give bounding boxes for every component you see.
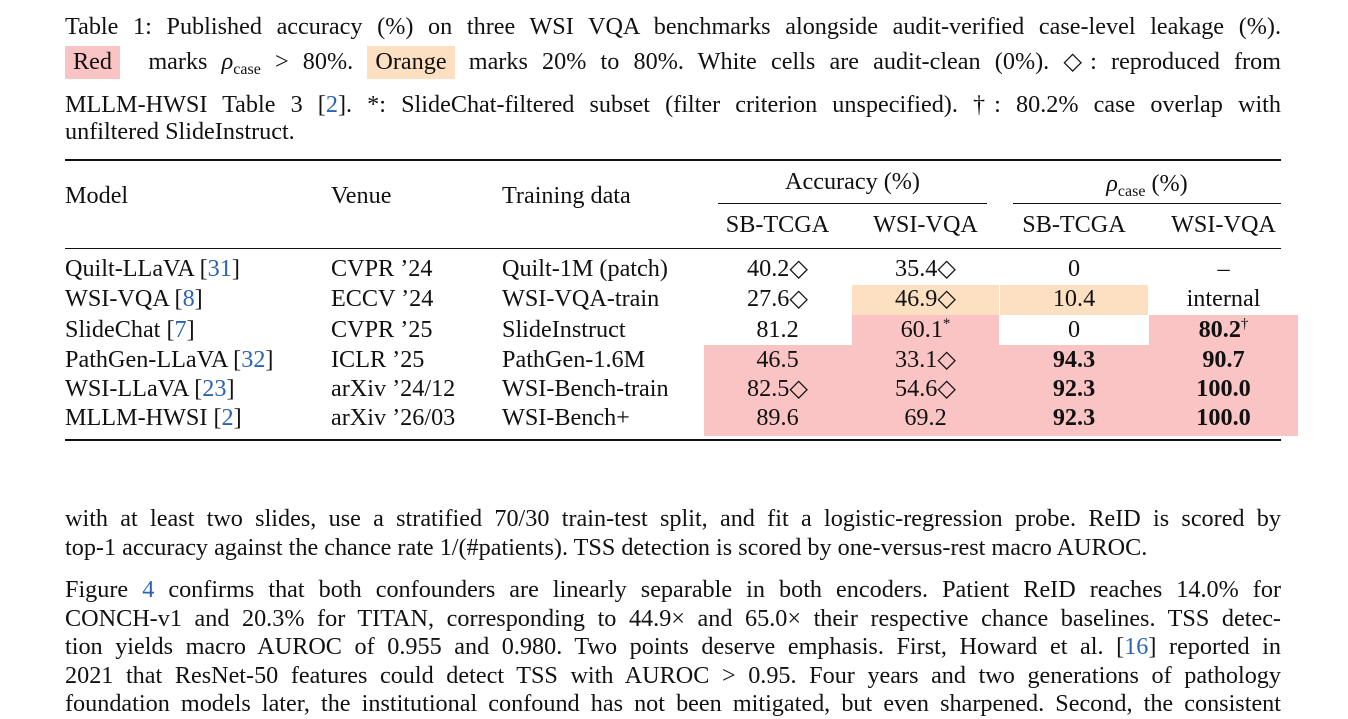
cell-acc-sb: 27.6◇ (747, 285, 808, 312)
model-name: WSI-LLaVA [23] (65, 375, 235, 402)
training-data: PathGen-1.6M (502, 346, 646, 373)
venue: ICLR ’25 (331, 346, 425, 373)
model-name: MLLM-HWSI [2] (65, 404, 242, 431)
citation-link[interactable]: 7 (174, 316, 187, 343)
cell-rho-sb: 0 (1067, 255, 1081, 282)
header-venue: Venue (331, 182, 392, 209)
caption-line1: Published accuracy (%) on three WSI VQA … (166, 13, 1282, 40)
cell-acc-sb: 89.6 (756, 404, 799, 431)
venue: arXiv ’24/12 (331, 375, 456, 402)
citation-link[interactable]: 31 (207, 255, 232, 282)
venue: ECCV ’24 (331, 285, 434, 312)
cell-rho-wsi: 100.0 (1196, 404, 1251, 431)
cell-acc-wsi: 69.2 (904, 404, 947, 431)
training-data: Quilt-1M (patch) (502, 255, 668, 282)
text: tion yields macro AUROC of 0.955 and 0.9… (65, 633, 1125, 660)
training-data: SlideInstruct (502, 316, 626, 343)
cell-rho-wsi: – (1217, 255, 1230, 282)
header-rule (65, 248, 1281, 249)
cell-rho-wsi: internal (1186, 285, 1261, 312)
paragraph-results: Figure 4 confirms that both confounders … (65, 576, 1281, 719)
paragraph-line: CONCH-v1 and 20.3% for TITAN, correspond… (65, 604, 1281, 632)
figure-ref-link[interactable]: 4 (142, 576, 155, 603)
cell-bg-wsivqa-rho (1000, 285, 1148, 315)
cell-acc-sb: 40.2◇ (747, 255, 808, 282)
model-name: PathGen-LLaVA [32] (65, 346, 274, 373)
citation-link[interactable]: 23 (202, 375, 227, 402)
rho-group-rule (1013, 203, 1281, 204)
text: Figure (65, 576, 143, 603)
venue: CVPR ’24 (331, 255, 433, 282)
caption-line3a: MLLM-HWSI Table 3 [ (65, 91, 326, 118)
caption-label: Table 1: (65, 13, 152, 40)
header-rho-sbtcga: SB-TCGA (1022, 211, 1126, 238)
venue: CVPR ’25 (331, 316, 433, 343)
caption-orange-legend: Orange (367, 46, 455, 79)
cell-acc-sb: 81.2 (756, 316, 799, 343)
cell-acc-wsi: 60.1* (900, 315, 951, 343)
paragraph-line: top-1 accuracy against the chance rate 1… (65, 533, 1148, 561)
text: ] reported in (1148, 633, 1282, 660)
citation-link[interactable]: 16 (1124, 633, 1149, 660)
training-data: WSI-Bench-train (502, 375, 669, 402)
caption-orange-text: marks 20% to 80%. White cells are audit-… (468, 48, 1281, 75)
caption-line3b: ]. *: SlideChat-filtered subset (filter … (337, 91, 1281, 118)
cell-acc-wsi: 33.1◇ (895, 346, 956, 373)
header-acc-sbtcga: SB-TCGA (725, 211, 830, 238)
cell-acc-sb: 82.5◇ (747, 375, 808, 402)
citation-link[interactable]: 32 (241, 346, 266, 373)
header-accuracy: Accuracy (%) (785, 168, 920, 195)
cell-rho-sb: 0 (1067, 316, 1081, 343)
cell-bg-wsivqa-acc (852, 285, 999, 315)
caption-line4: unfiltered SlideInstruct. (65, 118, 295, 145)
table-caption: Table 1: Published accuracy (%) on three… (65, 10, 1281, 148)
model-name: Quilt-LLaVA [31] (65, 255, 240, 282)
text: confirms that both confounders are linea… (154, 576, 1282, 603)
cell-rho-sb: 92.3 (1052, 375, 1096, 402)
cell-acc-wsi: 35.4◇ (895, 255, 956, 282)
header-rho: ρcase (%) (1106, 170, 1188, 200)
cell-rho-wsi: 100.0 (1196, 375, 1251, 402)
model-name: SlideChat [7] (65, 316, 195, 343)
header-rho-wsivqa: WSI-VQA (1171, 211, 1276, 238)
cell-bg-slidechat-acc (852, 315, 999, 345)
caption-ref-link[interactable]: 2 (325, 91, 338, 118)
venue: arXiv ’26/03 (331, 404, 456, 431)
cell-rho-wsi: 90.7 (1202, 346, 1245, 373)
cell-acc-sb: 46.5 (756, 346, 799, 373)
cell-acc-wsi: 54.6◇ (895, 375, 956, 402)
caption-red-legend: Red (65, 46, 120, 79)
paragraph-line: with at least two slides, use a stratifi… (65, 505, 1281, 532)
cell-bg-leaky-block (704, 345, 1298, 436)
paragraph-method: with at least two slides, use a stratifi… (65, 505, 1281, 562)
table-bottom-rule (65, 439, 1281, 441)
cell-rho-sb: 92.3 (1052, 404, 1096, 431)
training-data: WSI-VQA-train (502, 285, 660, 312)
training-data: WSI-Bench+ (502, 404, 630, 431)
cell-rho-wsi: 80.2† (1198, 315, 1249, 343)
table-top-rule (65, 159, 1281, 161)
paragraph-line: foundation models later, the institution… (65, 690, 1281, 717)
caption-red-text: marks ρcase > 80%. (134, 48, 354, 78)
cell-bg-slidechat-rho (1149, 315, 1298, 345)
accuracy-group-rule (718, 203, 987, 204)
header-training: Training data (502, 182, 631, 209)
cell-acc-wsi: 46.9◇ (895, 285, 956, 312)
cell-rho-sb: 10.4 (1052, 285, 1096, 312)
cell-rho-sb: 94.3 (1052, 346, 1096, 373)
citation-link[interactable]: 2 (221, 404, 234, 431)
header-acc-wsivqa: WSI-VQA (873, 211, 978, 238)
model-name: WSI-VQA [8] (65, 285, 203, 312)
paragraph-line: 2021 that ResNet-50 features could detec… (65, 661, 1281, 689)
citation-link[interactable]: 8 (182, 285, 195, 312)
header-model: Model (65, 182, 129, 209)
